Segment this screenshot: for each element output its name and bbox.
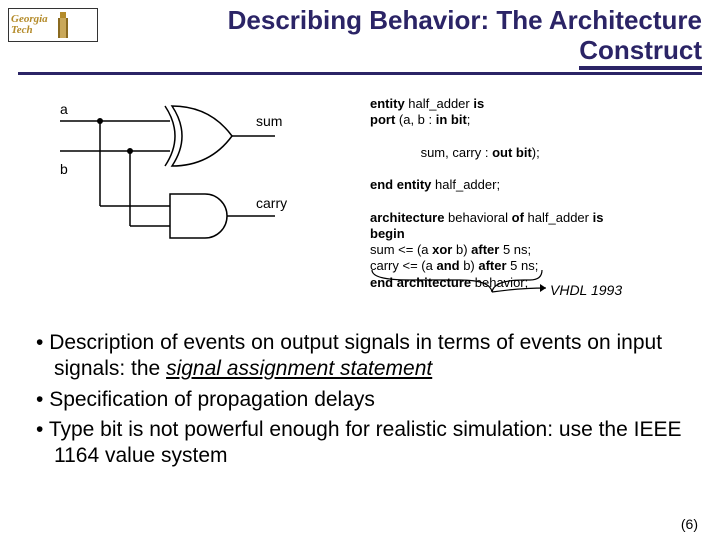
label-a: a: [60, 101, 68, 117]
sum-assign1: sum <= (a: [370, 242, 432, 257]
label-sum: sum: [256, 113, 282, 129]
kw-entity: entity: [370, 96, 408, 111]
b1-em: signal assignment statement: [166, 357, 432, 380]
logo-line2: Tech: [11, 25, 48, 36]
ent-end: half_adder;: [435, 177, 500, 192]
half-adder-schematic: a b sum carry: [60, 96, 330, 266]
port-sc: sum, carry :: [392, 145, 492, 160]
bullet-2: Specification of propagation delays: [20, 387, 690, 413]
kw-is: is: [473, 96, 484, 111]
kw-xor: xor: [432, 242, 456, 257]
label-b: b: [60, 161, 68, 177]
kw-inbit: in bit: [436, 112, 467, 127]
sum-assign2: b): [456, 242, 471, 257]
kw-is2: is: [593, 210, 604, 225]
title-line2: Construct: [579, 35, 702, 70]
port-ab: (a, b :: [399, 112, 436, 127]
kw-outbit: out bit: [492, 145, 532, 160]
sum-delay: 5 ns;: [503, 242, 531, 257]
bullet-list: Description of events on output signals …: [20, 330, 690, 473]
kw-endentity: end entity: [370, 177, 435, 192]
logo: Georgia Tech: [8, 8, 98, 42]
slide-title: Describing Behavior: The Architecture Co…: [110, 6, 702, 66]
logo-text: Georgia Tech: [11, 14, 48, 36]
ent-name: half_adder: [408, 96, 473, 111]
title-line1: Describing Behavior: The Architecture: [228, 5, 702, 35]
arch-ent: half_adder: [528, 210, 593, 225]
kw-of: of: [512, 210, 528, 225]
title-rule: [18, 72, 702, 75]
vhdl-standard-label: VHDL 1993: [550, 282, 622, 298]
bullet-1: Description of events on output signals …: [20, 330, 690, 383]
kw-port: port: [370, 112, 399, 127]
paren1: );: [532, 145, 540, 160]
bullet-3: Type bit is not powerful enough for real…: [20, 417, 690, 470]
entity-block: entity half_adder is port (a, b : in bit…: [370, 96, 700, 194]
kw-begin: begin: [370, 226, 405, 241]
tower-icon: [52, 12, 74, 38]
kw-after1: after: [471, 242, 503, 257]
kw-arch: architecture: [370, 210, 448, 225]
semi1: ;: [467, 112, 471, 127]
label-carry: carry: [256, 195, 287, 211]
page-number: (6): [681, 516, 698, 532]
arch-name: behavioral: [448, 210, 512, 225]
